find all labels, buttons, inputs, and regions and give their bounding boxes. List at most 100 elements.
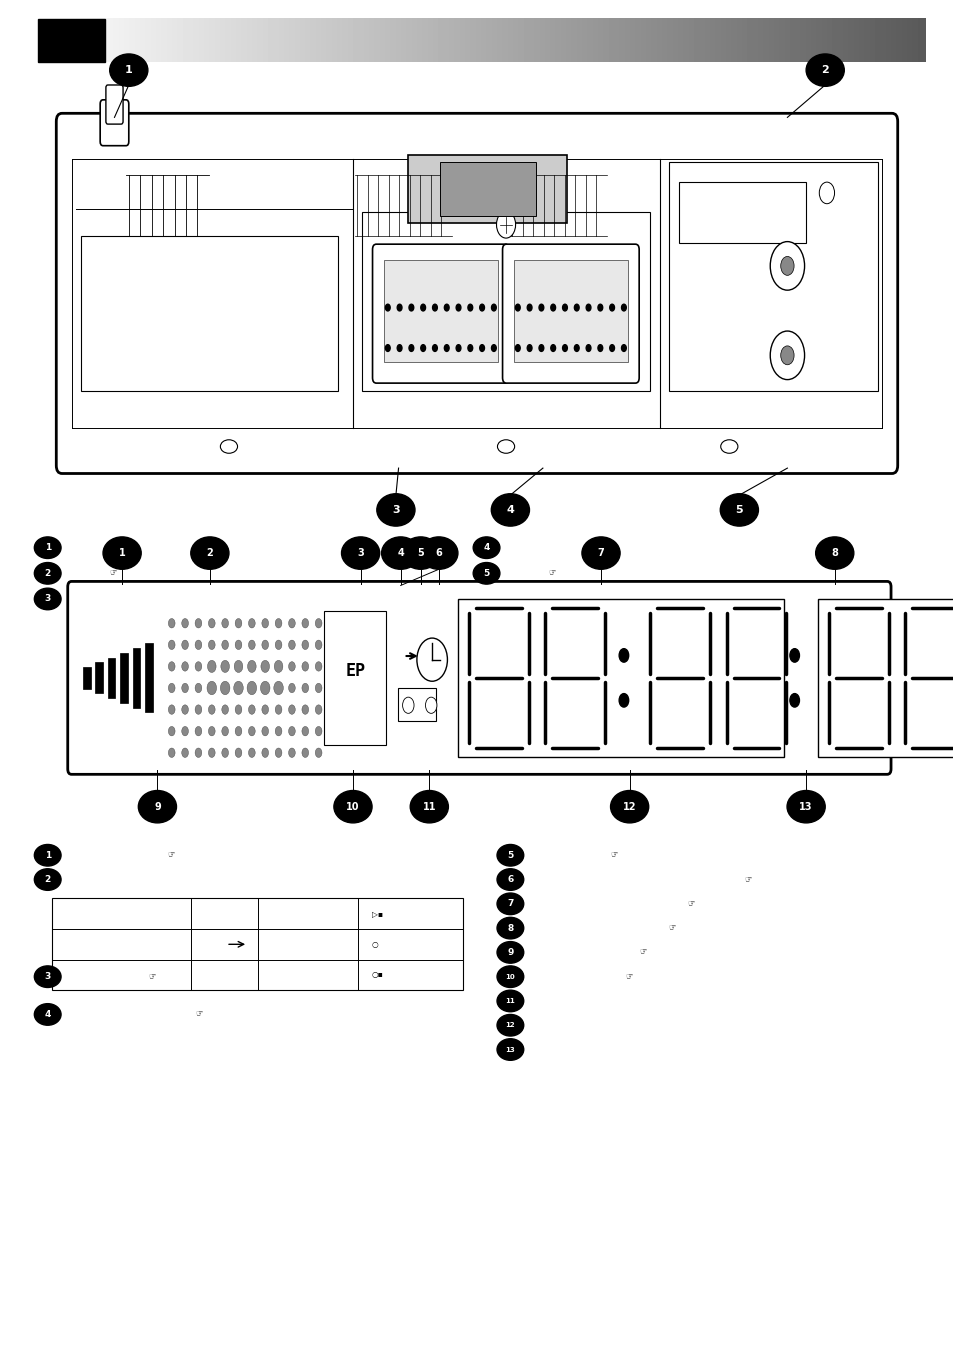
Circle shape bbox=[769, 241, 803, 290]
Circle shape bbox=[467, 345, 472, 352]
Circle shape bbox=[274, 726, 281, 737]
Circle shape bbox=[301, 726, 309, 737]
Circle shape bbox=[780, 256, 793, 275]
Ellipse shape bbox=[473, 537, 499, 558]
Text: 7: 7 bbox=[507, 900, 513, 908]
Circle shape bbox=[194, 706, 201, 715]
Bar bbox=[81, 236, 337, 391]
Circle shape bbox=[288, 661, 295, 670]
Circle shape bbox=[274, 747, 281, 758]
Ellipse shape bbox=[491, 494, 529, 526]
Text: 3: 3 bbox=[356, 548, 364, 558]
Circle shape bbox=[247, 681, 256, 695]
Circle shape bbox=[194, 661, 201, 670]
Circle shape bbox=[221, 726, 228, 737]
Circle shape bbox=[314, 706, 321, 715]
Text: ☞: ☞ bbox=[639, 948, 646, 956]
Circle shape bbox=[396, 345, 401, 352]
Text: 2: 2 bbox=[45, 876, 51, 884]
Text: 4: 4 bbox=[396, 548, 404, 558]
Ellipse shape bbox=[720, 494, 758, 526]
Circle shape bbox=[168, 641, 174, 650]
Circle shape bbox=[274, 660, 282, 673]
Bar bbox=[324, 611, 386, 745]
Circle shape bbox=[574, 345, 578, 352]
Circle shape bbox=[234, 706, 242, 715]
Circle shape bbox=[248, 660, 255, 673]
Ellipse shape bbox=[401, 537, 439, 569]
Circle shape bbox=[208, 641, 215, 650]
Circle shape bbox=[479, 305, 484, 310]
Text: 11: 11 bbox=[422, 801, 436, 812]
Text: 5: 5 bbox=[735, 505, 742, 515]
Ellipse shape bbox=[103, 537, 141, 569]
Ellipse shape bbox=[34, 1004, 61, 1025]
Bar bbox=[52, 898, 462, 990]
Circle shape bbox=[538, 345, 543, 352]
Circle shape bbox=[194, 641, 201, 650]
Ellipse shape bbox=[581, 537, 619, 569]
Circle shape bbox=[496, 212, 515, 239]
Text: 7: 7 bbox=[597, 548, 604, 558]
FancyBboxPatch shape bbox=[106, 85, 123, 124]
Bar bbox=[361, 212, 649, 391]
Circle shape bbox=[385, 305, 390, 310]
Ellipse shape bbox=[410, 791, 448, 823]
Circle shape bbox=[261, 618, 269, 629]
Ellipse shape bbox=[815, 537, 853, 569]
Text: 4: 4 bbox=[483, 544, 489, 552]
Circle shape bbox=[274, 641, 281, 650]
Ellipse shape bbox=[376, 494, 415, 526]
Circle shape bbox=[515, 345, 519, 352]
Text: ☞: ☞ bbox=[110, 569, 117, 577]
Text: ☞: ☞ bbox=[548, 569, 556, 577]
Circle shape bbox=[221, 747, 228, 758]
Circle shape bbox=[207, 681, 216, 695]
Circle shape bbox=[479, 345, 484, 352]
Circle shape bbox=[585, 345, 590, 352]
Circle shape bbox=[314, 661, 321, 670]
Bar bbox=[439, 162, 535, 216]
Ellipse shape bbox=[34, 844, 61, 866]
Circle shape bbox=[221, 618, 228, 629]
Ellipse shape bbox=[497, 942, 523, 963]
Circle shape bbox=[208, 706, 215, 715]
Circle shape bbox=[181, 706, 189, 715]
Circle shape bbox=[194, 618, 201, 629]
Text: 2: 2 bbox=[821, 65, 828, 76]
FancyBboxPatch shape bbox=[372, 244, 509, 383]
Bar bbox=[514, 260, 627, 362]
Ellipse shape bbox=[110, 54, 148, 86]
Ellipse shape bbox=[720, 440, 737, 453]
Text: 1: 1 bbox=[45, 851, 51, 859]
Circle shape bbox=[208, 747, 215, 758]
Circle shape bbox=[181, 618, 189, 629]
Circle shape bbox=[288, 618, 295, 629]
Circle shape bbox=[261, 706, 269, 715]
Circle shape bbox=[618, 649, 628, 662]
Circle shape bbox=[168, 747, 174, 758]
Circle shape bbox=[221, 706, 228, 715]
Ellipse shape bbox=[34, 537, 61, 558]
Circle shape bbox=[248, 706, 255, 715]
Circle shape bbox=[819, 182, 834, 204]
FancyBboxPatch shape bbox=[56, 113, 897, 473]
Circle shape bbox=[234, 618, 242, 629]
Text: ☞: ☞ bbox=[743, 876, 751, 884]
Ellipse shape bbox=[497, 869, 523, 890]
Circle shape bbox=[234, 641, 242, 650]
Text: 1: 1 bbox=[125, 65, 132, 76]
Text: ☞: ☞ bbox=[624, 973, 632, 981]
Ellipse shape bbox=[34, 563, 61, 584]
Text: ☞: ☞ bbox=[110, 544, 117, 552]
Text: 1: 1 bbox=[118, 548, 126, 558]
Text: 6: 6 bbox=[507, 876, 513, 884]
FancyBboxPatch shape bbox=[502, 244, 639, 383]
Bar bbox=[678, 182, 805, 243]
Circle shape bbox=[420, 305, 425, 310]
Circle shape bbox=[432, 305, 436, 310]
Circle shape bbox=[527, 345, 532, 352]
Circle shape bbox=[491, 345, 496, 352]
Ellipse shape bbox=[191, 537, 229, 569]
Text: 5: 5 bbox=[416, 548, 424, 558]
